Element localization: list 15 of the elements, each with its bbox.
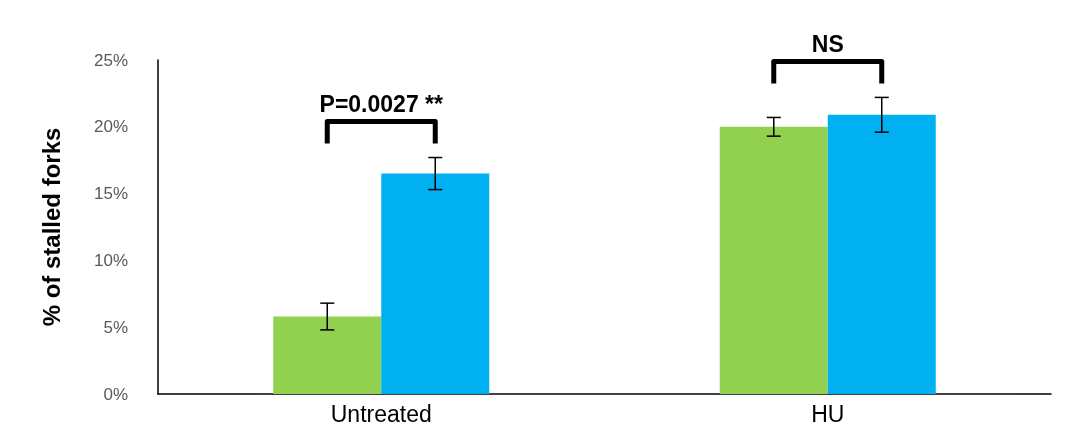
x-tick-label: HU xyxy=(811,400,845,427)
bar xyxy=(719,126,828,394)
y-tick-label: 20% xyxy=(93,117,128,137)
y-tick-label: 10% xyxy=(93,250,128,270)
y-tick-label: 5% xyxy=(103,317,128,337)
y-tick-label: 25% xyxy=(93,50,128,70)
y-tick-label: 15% xyxy=(93,184,128,204)
bar xyxy=(273,316,382,394)
y-axis-title: % of stalled forks xyxy=(37,127,65,327)
text: NS xyxy=(811,30,844,57)
x-tick-label: Untreated xyxy=(330,400,432,427)
bar xyxy=(827,114,936,394)
y-tick-label: 0% xyxy=(103,384,128,404)
annotation: P=0.0027 ** xyxy=(319,91,443,118)
bar xyxy=(381,173,490,394)
